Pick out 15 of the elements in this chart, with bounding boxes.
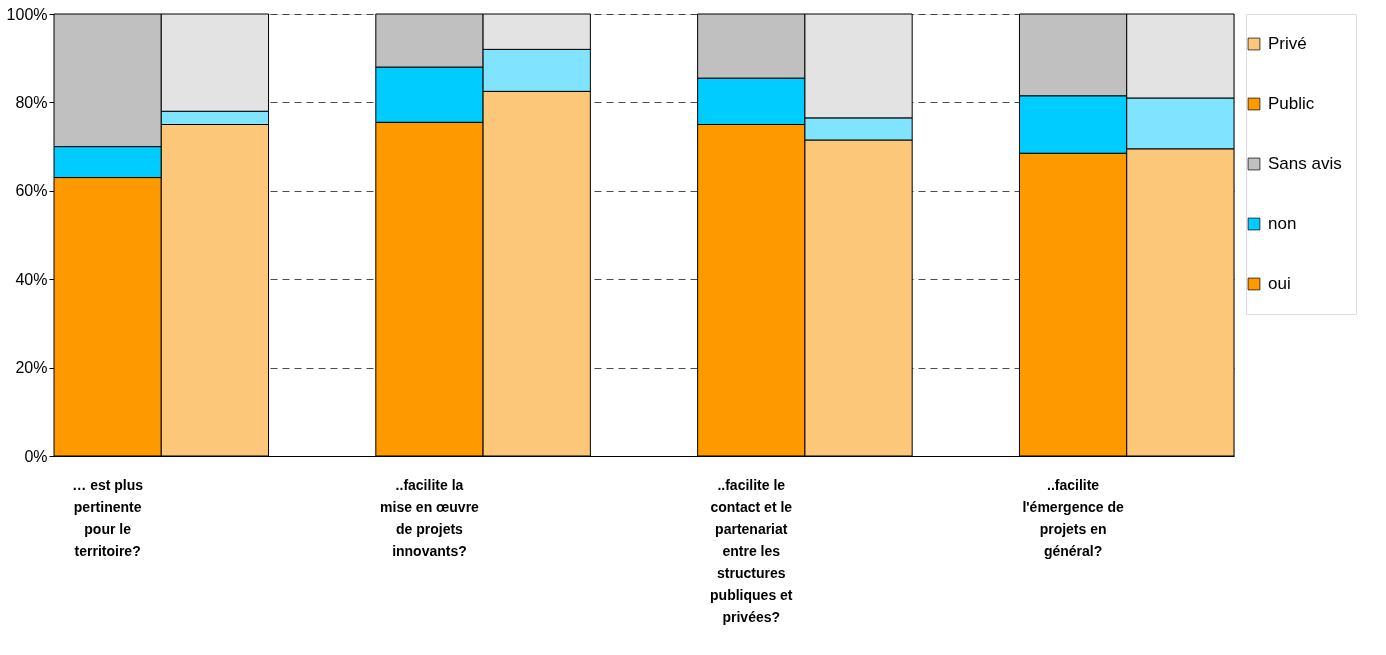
- text: Public: [1268, 94, 1315, 113]
- y-tick-label: 0%: [24, 447, 48, 465]
- y-tick-label: 20%: [15, 359, 48, 377]
- legend-label: Privé: [1268, 34, 1307, 53]
- legend-label: Sans avis: [1268, 154, 1342, 173]
- x-tick-label: ..facilite la mise en œuvre de projets innovants?: [380, 476, 480, 559]
- x-tick-label: … est plus pertinente pour le territoire?: [72, 476, 144, 559]
- y-tick-label: 60%: [15, 182, 48, 200]
- y-tick-label: 40%: [15, 270, 48, 288]
- legend-label: non: [1268, 214, 1297, 233]
- legend-label: oui: [1268, 274, 1291, 293]
- y-tick-label: 100%: [6, 5, 48, 23]
- x-tick-label: ..facilite l'émergence de projets en général?: [1022, 476, 1124, 559]
- y-tick-label: 80%: [15, 93, 48, 111]
- x-tick-label: ..facilite le contact et le partenariat entre les structures publiques et privées?: [710, 476, 793, 625]
